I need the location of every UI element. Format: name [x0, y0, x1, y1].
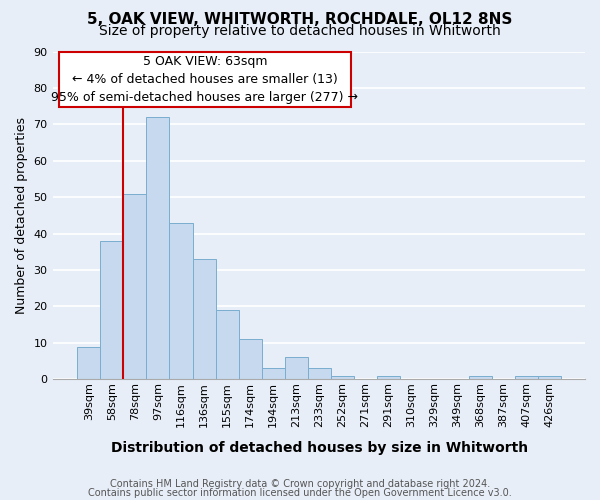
Bar — [124, 194, 146, 380]
Bar — [146, 117, 169, 380]
Bar — [331, 376, 353, 380]
Bar — [215, 310, 239, 380]
Bar — [262, 368, 284, 380]
X-axis label: Distribution of detached houses by size in Whitworth: Distribution of detached houses by size … — [110, 441, 527, 455]
Text: Contains public sector information licensed under the Open Government Licence v3: Contains public sector information licen… — [88, 488, 512, 498]
Bar — [193, 259, 215, 380]
Text: 5 OAK VIEW: 63sqm
← 4% of detached houses are smaller (13)
95% of semi-detached : 5 OAK VIEW: 63sqm ← 4% of detached house… — [51, 55, 358, 104]
Bar — [239, 340, 262, 380]
FancyBboxPatch shape — [59, 52, 351, 107]
Text: Size of property relative to detached houses in Whitworth: Size of property relative to detached ho… — [99, 24, 501, 38]
Bar — [538, 376, 561, 380]
Text: Contains HM Land Registry data © Crown copyright and database right 2024.: Contains HM Land Registry data © Crown c… — [110, 479, 490, 489]
Bar — [469, 376, 492, 380]
Bar — [308, 368, 331, 380]
Bar — [284, 358, 308, 380]
Text: 5, OAK VIEW, WHITWORTH, ROCHDALE, OL12 8NS: 5, OAK VIEW, WHITWORTH, ROCHDALE, OL12 8… — [88, 12, 512, 28]
Bar — [515, 376, 538, 380]
Y-axis label: Number of detached properties: Number of detached properties — [15, 117, 28, 314]
Bar — [377, 376, 400, 380]
Bar — [169, 222, 193, 380]
Bar — [77, 346, 100, 380]
Bar — [100, 241, 124, 380]
